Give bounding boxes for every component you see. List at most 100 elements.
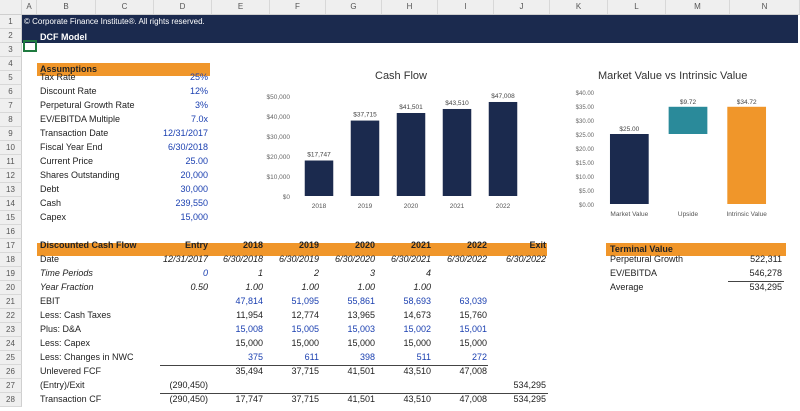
dcf-cell[interactable]: 15,008 [235,324,263,334]
dcf-cell[interactable]: 37,715 [291,366,319,376]
row-header-19[interactable]: 19 [0,267,22,281]
assumption-value[interactable]: 25.00 [185,156,208,166]
dcf-cell[interactable]: 1.00 [357,282,375,292]
dcf-cell[interactable]: 15,760 [459,310,487,320]
dcf-cell[interactable]: 6/30/2022 [505,254,546,264]
dcf-cell[interactable]: 2 [313,268,319,278]
row-header-8[interactable]: 8 [0,113,22,127]
dcf-cell[interactable]: 47,008 [459,366,487,376]
column-header-d[interactable]: D [154,0,212,14]
row-header-16[interactable]: 16 [0,225,22,239]
column-header-n[interactable]: N [730,0,800,14]
row-header-17[interactable]: 17 [0,239,22,253]
dcf-cell[interactable]: 35,494 [235,366,263,376]
dcf-cell[interactable]: 6/30/2019 [278,254,319,264]
dcf-cell[interactable]: 15,000 [403,338,431,348]
terminal-value[interactable]: 546,278 [749,268,782,278]
dcf-cell[interactable]: 41,501 [347,366,375,376]
row-header-14[interactable]: 14 [0,197,22,211]
dcf-cell[interactable]: 0 [202,268,208,278]
terminal-value[interactable]: 534,295 [749,282,782,292]
dcf-cell[interactable]: 3 [369,268,375,278]
dcf-cell[interactable]: 15,005 [291,324,319,334]
row-header-25[interactable]: 25 [0,351,22,365]
dcf-cell[interactable]: 15,000 [235,338,263,348]
row-header-7[interactable]: 7 [0,99,22,113]
column-header-m[interactable]: M [666,0,730,14]
row-header-5[interactable]: 5 [0,71,22,85]
dcf-cell[interactable]: 1.00 [413,282,431,292]
dcf-cell[interactable]: 15,003 [347,324,375,334]
row-header-28[interactable]: 28 [0,393,22,407]
dcf-cell[interactable]: 6/30/2021 [390,254,431,264]
assumption-value[interactable]: 239,550 [175,198,208,208]
row-header-27[interactable]: 27 [0,379,22,393]
dcf-cell[interactable]: 15,000 [347,338,375,348]
row-header-1[interactable]: 1 [0,15,22,29]
column-header-k[interactable]: K [550,0,608,14]
dcf-cell[interactable]: 4 [425,268,431,278]
row-header-20[interactable]: 20 [0,281,22,295]
dcf-cell[interactable]: 398 [359,352,375,362]
row-header-10[interactable]: 10 [0,141,22,155]
assumption-value[interactable]: 3% [194,100,208,110]
dcf-cell[interactable]: 1.00 [245,282,263,292]
assumption-value[interactable]: 12% [189,86,208,96]
dcf-cell[interactable]: 534,295 [513,380,546,390]
row-header-21[interactable]: 21 [0,295,22,309]
column-header-i[interactable]: I [438,0,494,14]
dcf-cell[interactable]: 41,501 [347,394,375,404]
dcf-cell[interactable]: 12,774 [291,310,319,320]
column-header-g[interactable]: G [326,0,382,14]
column-header-c[interactable]: C [96,0,154,14]
column-header-j[interactable]: J [494,0,550,14]
dcf-cell[interactable]: 17,747 [235,394,263,404]
dcf-cell[interactable]: 1 [257,268,263,278]
dcf-cell[interactable]: 55,861 [347,296,375,306]
row-header-6[interactable]: 6 [0,85,22,99]
dcf-cell[interactable]: 611 [304,352,319,362]
row-header-2[interactable]: 2 [0,29,22,43]
dcf-cell[interactable]: 14,673 [403,310,431,320]
dcf-cell[interactable]: 0.50 [190,282,208,292]
row-header-4[interactable]: 4 [0,57,22,71]
column-header-e[interactable]: E [212,0,270,14]
row-header-3[interactable]: 3 [0,43,22,57]
dcf-cell[interactable]: 534,295 [513,394,546,404]
dcf-cell[interactable]: 63,039 [459,296,487,306]
column-header-a[interactable]: A [22,0,37,14]
dcf-cell[interactable]: 43,510 [403,394,431,404]
dcf-cell[interactable]: 12/31/2017 [162,254,208,264]
selected-cell-a3[interactable] [23,40,37,52]
column-header-b[interactable]: B [37,0,96,14]
dcf-cell[interactable]: 6/30/2020 [334,254,375,264]
row-header-18[interactable]: 18 [0,253,22,267]
select-all-corner[interactable] [0,0,22,14]
row-header-23[interactable]: 23 [0,323,22,337]
terminal-value[interactable]: 522,311 [750,254,782,264]
row-header-24[interactable]: 24 [0,337,22,351]
dcf-cell[interactable]: (290,450) [169,380,208,390]
assumption-value[interactable]: 15,000 [180,212,208,222]
column-header-f[interactable]: F [270,0,326,14]
dcf-cell[interactable]: 51,095 [291,296,319,306]
assumption-value[interactable]: 7.0x [190,114,208,124]
dcf-cell[interactable]: 6/30/2018 [222,254,263,264]
row-header-11[interactable]: 11 [0,155,22,169]
row-header-26[interactable]: 26 [0,365,22,379]
row-header-13[interactable]: 13 [0,183,22,197]
dcf-cell[interactable]: 13,965 [347,310,375,320]
column-header-h[interactable]: H [382,0,438,14]
dcf-cell[interactable]: 43,510 [403,366,431,376]
row-header-15[interactable]: 15 [0,211,22,225]
dcf-cell[interactable]: 37,715 [291,394,319,404]
dcf-cell[interactable]: 511 [416,352,431,362]
column-header-l[interactable]: L [608,0,666,14]
dcf-cell[interactable]: 47,814 [235,296,263,306]
assumption-value[interactable]: 20,000 [180,170,208,180]
dcf-cell[interactable]: 375 [247,352,263,362]
dcf-cell[interactable]: 15,001 [459,324,487,334]
dcf-cell[interactable]: 15,000 [459,338,487,348]
dcf-cell[interactable]: 58,693 [403,296,431,306]
row-header-9[interactable]: 9 [0,127,22,141]
